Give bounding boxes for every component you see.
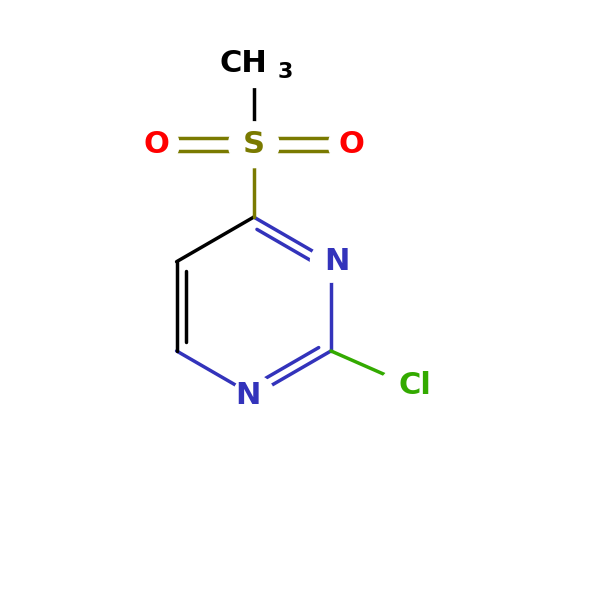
- Ellipse shape: [310, 241, 352, 282]
- Ellipse shape: [233, 375, 274, 416]
- Ellipse shape: [381, 364, 441, 408]
- Text: S: S: [243, 130, 265, 159]
- Text: O: O: [338, 130, 364, 159]
- Text: O: O: [143, 130, 169, 159]
- Ellipse shape: [133, 123, 179, 166]
- Ellipse shape: [211, 39, 296, 87]
- Text: N: N: [235, 381, 260, 410]
- Text: N: N: [324, 247, 350, 276]
- Ellipse shape: [329, 123, 374, 166]
- Text: 3: 3: [277, 62, 293, 82]
- Text: CH: CH: [219, 49, 267, 78]
- Text: Cl: Cl: [399, 371, 432, 400]
- Ellipse shape: [228, 122, 279, 168]
